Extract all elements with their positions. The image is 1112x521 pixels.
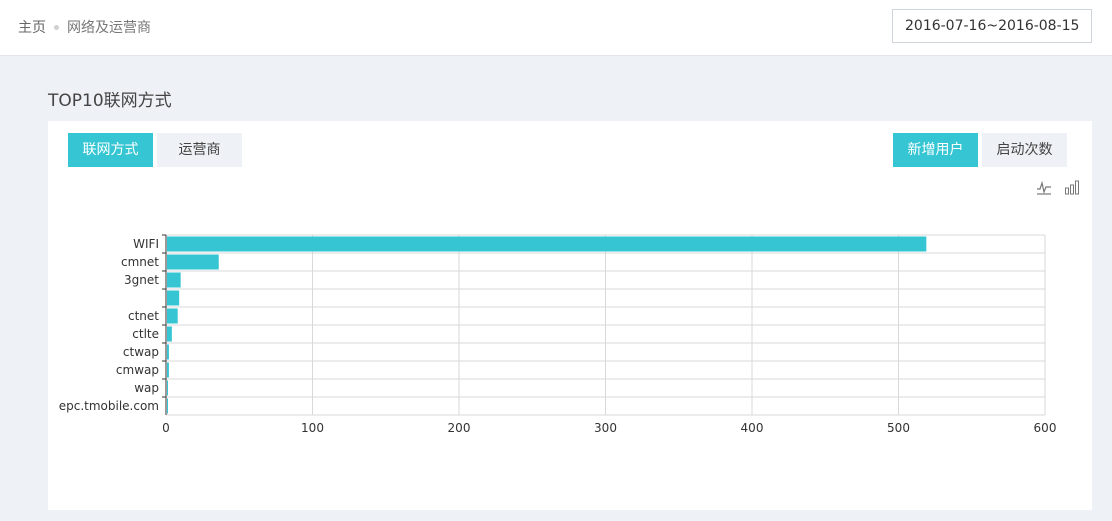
y-tick-label: 3gnet: [124, 273, 159, 287]
breadcrumb-current: 网络及运营商: [67, 20, 151, 36]
top-bar: 主页 网络及运营商 2016-07-16~2016-08-15: [0, 0, 1112, 56]
bar-chart-icon[interactable]: [1064, 179, 1080, 195]
y-tick-label: ctnet: [128, 309, 159, 323]
bar: [167, 290, 180, 306]
bar: [167, 308, 178, 324]
tab-network-type[interactable]: 联网方式: [68, 133, 153, 167]
bar: [167, 344, 169, 360]
x-tick-label: 0: [162, 421, 170, 435]
y-tick-label: ctlte: [132, 327, 159, 341]
bar: [167, 362, 169, 378]
chart-type-switcher: [1036, 179, 1080, 195]
x-tick-label: 600: [1034, 421, 1057, 435]
metric-launches-button[interactable]: 启动次数: [982, 133, 1067, 167]
chart-card: 联网方式 运营商 新增用户 启动次数 WIFI cmnet 3gnet ctnet ct…: [48, 121, 1092, 510]
x-tick-label: 500: [887, 421, 910, 435]
bar: [167, 326, 172, 342]
y-tick-label: cmwap: [116, 363, 159, 377]
network-type-bar-chart: WIFI cmnet 3gnet ctnet ctlte ctwap cmwap wap epc…: [59, 234, 1057, 435]
y-tick-label: cmnet: [121, 255, 159, 269]
x-tick-label: 400: [741, 421, 764, 435]
line-chart-icon[interactable]: [1036, 179, 1052, 195]
breadcrumb-separator-dot: [54, 24, 59, 30]
bar: [167, 272, 181, 288]
metric-new-users-button[interactable]: 新增用户: [893, 133, 978, 167]
y-tick-label: epc.tmobile.com: [59, 399, 159, 413]
breadcrumb-home[interactable]: 主页: [18, 20, 46, 36]
bar: [167, 236, 927, 252]
x-tick-label: 300: [594, 421, 617, 435]
bar: [167, 398, 168, 414]
y-tick-label: wap: [134, 381, 159, 395]
tab-carrier[interactable]: 运营商: [157, 133, 242, 167]
breadcrumb: 主页 网络及运营商: [18, 17, 151, 37]
date-range-picker[interactable]: 2016-07-16~2016-08-15: [892, 9, 1092, 43]
bar: [167, 380, 168, 396]
y-tick-label: ctwap: [123, 345, 159, 359]
y-tick-label: WIFI: [133, 237, 159, 251]
x-tick-label: 200: [448, 421, 471, 435]
section-title: TOP10联网方式: [48, 91, 172, 111]
x-tick-label: 100: [301, 421, 324, 435]
bar: [167, 254, 219, 270]
